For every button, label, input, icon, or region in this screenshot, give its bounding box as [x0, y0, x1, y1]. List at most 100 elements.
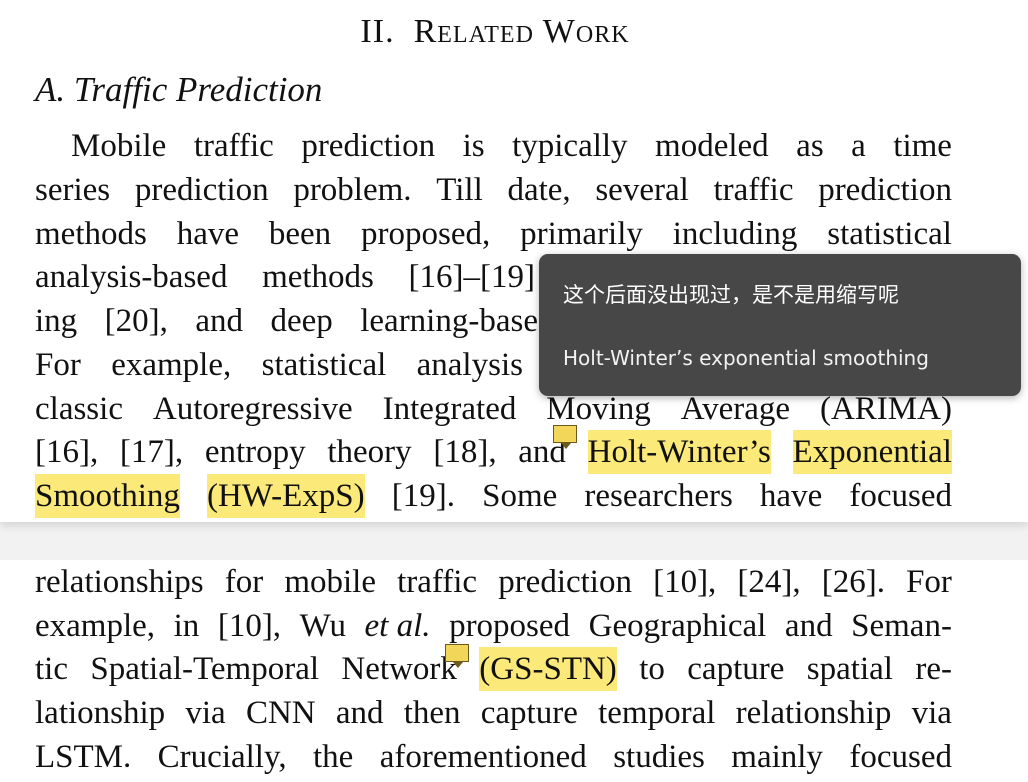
word: including [672, 216, 798, 252]
word: prediction [818, 172, 952, 208]
word: Network [341, 651, 457, 687]
word: traffic [713, 172, 794, 208]
word: as [796, 128, 824, 164]
page-separator [0, 522, 1028, 560]
word: have [759, 478, 823, 514]
word: in [173, 608, 200, 644]
word: and [335, 695, 384, 731]
word: Geographical [588, 608, 767, 644]
text-line: analysis-based methods [16]–[19] [35, 255, 535, 299]
word: via [185, 695, 226, 731]
section-heading: II. Related Work [0, 10, 990, 54]
word: focused [849, 739, 952, 775]
word: is [462, 128, 485, 164]
word: [19]. [391, 478, 455, 514]
word: Spatial-Temporal [90, 651, 320, 687]
word: statistical [827, 216, 952, 252]
word: et al. [364, 608, 431, 644]
text-line: relationships for mobile traffic prediction [… [35, 560, 952, 604]
word: problem. [293, 172, 412, 208]
word: entropy [204, 434, 306, 470]
word: Some [482, 478, 558, 514]
word: (ARIMA) [819, 391, 952, 427]
word: mobile [284, 564, 376, 600]
word: then [403, 695, 461, 731]
word: capture [480, 695, 578, 731]
word: classic [35, 391, 123, 427]
section-title: Related Work [413, 13, 630, 50]
word: re- [915, 651, 952, 687]
comment-note-icon[interactable] [445, 644, 469, 668]
word: series [35, 172, 111, 208]
word: CNN [245, 695, 316, 731]
word: theory [327, 434, 412, 470]
word: analysis-based [35, 259, 228, 295]
word: [17], [119, 434, 184, 470]
word: Moving [546, 391, 651, 427]
word: example, [35, 608, 156, 644]
word: LSTM. [35, 739, 132, 775]
word: Integrated [382, 391, 517, 427]
word: Average [680, 391, 791, 427]
word: have [176, 216, 239, 252]
word: and [195, 303, 243, 339]
word: prediction [134, 172, 269, 208]
word: For [35, 347, 81, 383]
word: Holt-Winter’s [587, 430, 771, 474]
section-number: II. [360, 13, 395, 50]
word: [16], [35, 434, 99, 470]
word: Till [436, 172, 483, 208]
word: proposed, [361, 216, 491, 252]
word: via [911, 695, 952, 731]
word: [16]–[19] [408, 259, 535, 295]
word: date, [507, 172, 571, 208]
word: Exponential [792, 430, 952, 474]
word: For [906, 564, 952, 600]
word: [24], [737, 564, 801, 600]
word: lationship [35, 695, 166, 731]
comment-note-icon[interactable] [553, 425, 577, 449]
subsection-heading: A. Traffic Prediction [35, 70, 323, 109]
word: Smoothing [35, 474, 180, 518]
text-line: For example, statistical analysis [35, 343, 523, 387]
word: prediction [301, 128, 436, 164]
word: the [312, 739, 354, 775]
word: aforementioned [379, 739, 587, 775]
word: [18], [433, 434, 497, 470]
word: several [595, 172, 689, 208]
tooltip-comment: 这个后面没出现过，是不是用缩写呢 [563, 283, 899, 307]
word: to [639, 651, 665, 687]
word: Mobile [71, 128, 167, 164]
word: (GS-STN) [479, 647, 617, 691]
word: example, [111, 347, 232, 383]
word: [20], [104, 303, 168, 339]
text-line: series prediction problem. Till date, several… [35, 168, 952, 212]
word: methods [35, 216, 147, 252]
word: traffic [193, 128, 274, 164]
word: learning-base [360, 303, 538, 339]
annotation-tooltip: 这个后面没出现过，是不是用缩写呢 Holt-Winter’s exponenti… [539, 254, 1021, 396]
text-line: methods have been proposed, primarily includi… [35, 212, 952, 256]
word: prediction [498, 564, 632, 600]
text-line: LSTM. Crucially, the aforementioned studies m… [35, 735, 952, 779]
word: traffic [397, 564, 478, 600]
word: primarily [520, 216, 643, 252]
text-line: tic Spatial-Temporal Network (GS-STN) to capt… [35, 647, 952, 691]
word: Autoregressive [152, 391, 353, 427]
text-line: Smoothing (HW-ExpS) [19]. Some researchers ha… [35, 474, 952, 518]
word: analysis [416, 347, 523, 383]
text-line: classic Autoregressive Integrated Moving Ave… [35, 387, 952, 431]
word: a [851, 128, 866, 164]
word: [26]. [821, 564, 885, 600]
word: focused [849, 478, 952, 514]
word: been [268, 216, 332, 252]
word: studies [613, 739, 705, 775]
word: statistical [261, 347, 387, 383]
word: Seman- [851, 608, 952, 644]
word: modeled [655, 128, 769, 164]
pdf-page-lower: relationships for mobile traffic prediction [… [0, 560, 1028, 782]
word: methods [262, 259, 374, 295]
word: for [224, 564, 264, 600]
text-line: [16], [17], entropy theory [18], and Holt-Wint… [35, 430, 952, 474]
word: mainly [731, 739, 823, 775]
